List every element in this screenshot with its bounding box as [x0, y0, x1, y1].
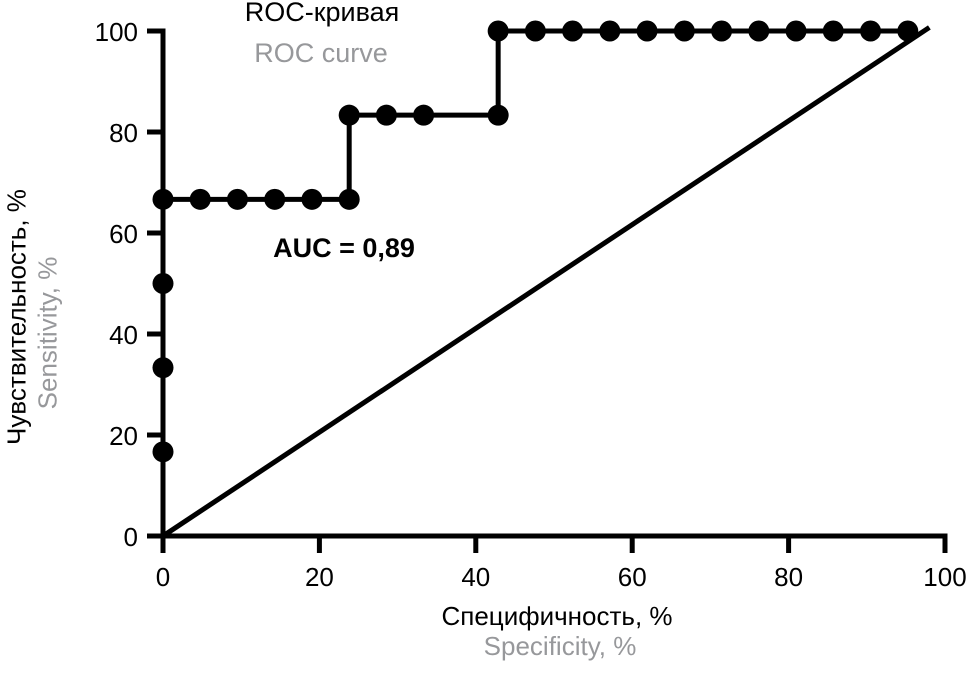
x-tick-label: 0 [156, 562, 170, 592]
roc-point [152, 357, 174, 379]
roc-point [860, 20, 882, 42]
y-tick-label: 80 [109, 118, 138, 148]
roc-point [264, 188, 286, 210]
chart-subtitle: ROC curve [254, 38, 388, 68]
roc-point [673, 20, 695, 42]
roc-point [301, 188, 323, 210]
roc-point [822, 20, 844, 42]
chart-title: ROC-кривая [244, 0, 400, 27]
y-tick-label: 40 [109, 320, 138, 350]
x-tick-label: 80 [774, 562, 803, 592]
x-tick-label: 20 [305, 562, 334, 592]
roc-point [785, 20, 807, 42]
roc-point [375, 104, 397, 126]
roc-point [711, 20, 733, 42]
auc-annotation: AUC = 0,89 [273, 233, 415, 263]
roc-point [226, 188, 248, 210]
x-tick-label: 40 [461, 562, 490, 592]
roc-point [562, 20, 584, 42]
roc-point [524, 20, 546, 42]
x-tick-label: 100 [923, 562, 966, 592]
roc-point [487, 20, 509, 42]
chance-line [161, 25, 931, 539]
roc-point [413, 104, 435, 126]
x-axis-label-secondary: Specificity, % [483, 631, 637, 661]
y-tick-label: 20 [109, 421, 138, 451]
roc-point [748, 20, 770, 42]
roc-point [599, 20, 621, 42]
roc-point [152, 273, 174, 294]
roc-point [189, 188, 211, 210]
y-tick-label: 0 [124, 522, 138, 552]
roc-point [152, 441, 174, 463]
y-tick-label: 60 [109, 219, 138, 249]
roc-point [338, 188, 360, 210]
y-axis-label-secondary: Sensitivity, % [32, 256, 63, 410]
x-tick-label: 60 [618, 562, 647, 592]
y-tick-label: 100 [95, 17, 138, 47]
roc-point [636, 20, 658, 42]
roc-point [152, 188, 174, 210]
y-axis-label: Чувствительность, % [1, 189, 32, 445]
x-axis-label: Специфичность, % [441, 601, 673, 631]
roc-point [487, 104, 509, 126]
roc-point [338, 104, 360, 126]
